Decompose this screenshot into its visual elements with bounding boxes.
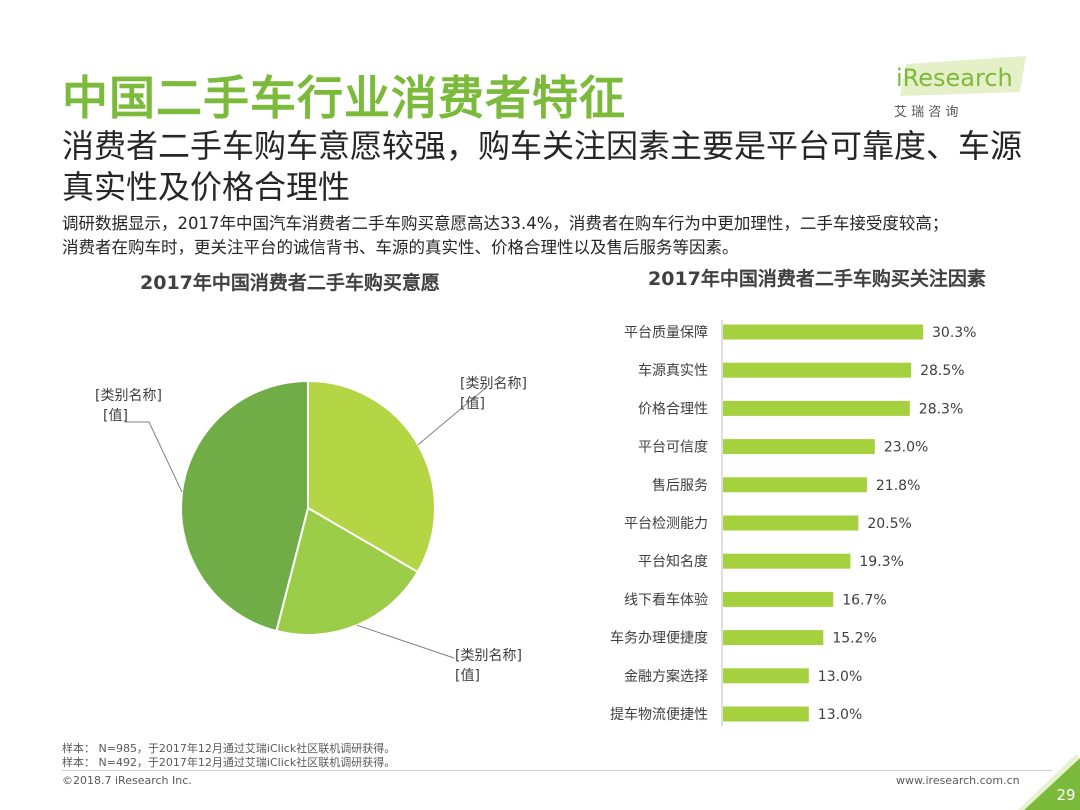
bar-10 [723,668,809,684]
pie-slice-1 [307,379,436,574]
bar-value-label-3: 28.3% [919,401,963,417]
summary-line-2: 消费者在购车时，更关注平台的诚信背书、车源的真实性、价格合理性以及售后服务等因素… [62,238,739,257]
footer-divider [62,770,1052,771]
bar-category-label-11: 提车物流便捷性 [610,706,708,723]
page-number-badge: 29 [1018,754,1080,810]
bar-8 [723,591,834,607]
bar-4 [723,439,875,455]
bar-value-label-9: 15.2% [832,631,876,647]
logo-brand: iResearch [896,64,1013,92]
copyright: ©2018.7 iResearch Inc. [62,774,192,787]
pie-label-value-3: [值] [103,408,128,424]
bar-value-label-8: 16.7% [842,592,886,608]
bar-1 [723,324,923,340]
bar-category-label-1: 平台质量保障 [624,325,708,341]
bar-7 [723,553,851,569]
pie-leader-1 [417,385,489,446]
bar-value-label-6: 20.5% [867,516,911,532]
pie-label-value-2: [值] [455,668,480,684]
iresearch-logo: iResearch 艾 瑞 咨 询 [894,56,1026,120]
bar-category-label-7: 平台知名度 [638,553,708,570]
bar-value-label-1: 30.3% [932,325,976,341]
pie-label-value-1: [值] [460,396,485,412]
bar-value-label-7: 19.3% [859,554,903,570]
bar-category-label-3: 价格合理性 [638,401,708,417]
pie-slice-2 [275,506,420,636]
pie-label-name-1: [类别名称] [460,376,527,392]
bar-category-label-5: 售后服务 [652,478,708,494]
pie-chart: [类别名称] [值] [类别名称] [值] [类别名称] [值] [95,376,527,684]
pie-leader-3 [125,421,183,493]
bar-value-label-4: 23.0% [884,440,928,456]
page-title: 中国二手车行业消费者特征 [62,71,626,125]
bar-value-label-2: 28.5% [920,363,964,379]
page-number: 29 [1056,786,1075,804]
bar-category-label-9: 车务办理便捷度 [610,630,708,647]
bar-chart-title: 2017年中国消费者二手车购买关注因素 [648,268,986,290]
bar-2 [723,362,912,378]
bar-chart: 平台质量保障 30.3% 车源真实性 28.5% 价格合理性 28.3% 平台可信度 23.0… [610,320,976,726]
subtitle: 消费者二手车购车意愿较强，购车关注因素主要是平台可靠度、车源真实性及价格合理性 [62,127,1023,206]
website: www.iresearch.com.cn [896,774,1020,787]
bar-category-label-6: 平台检测能力 [624,516,708,532]
bar-category-label-2: 车源真实性 [638,362,708,379]
summary-line-1: 调研数据显示，2017年中国汽车消费者二手车购买意愿高达33.4%，消费者在购车… [62,214,949,233]
footnote-sample-2: 样本： N=492，于2017年12月通过艾瑞iClick社区联机调研获得。 [62,756,396,769]
bar-3 [723,400,910,416]
bar-5 [723,477,867,493]
summary: 调研数据显示，2017年中国汽车消费者二手车购买意愿高达33.4%，消费者在购车… [62,212,1062,260]
footnote-sample-1: 样本： N=985，于2017年12月通过艾瑞iClick社区联机调研获得。 [62,742,396,755]
bar-11 [723,706,809,722]
bar-category-label-8: 线下看车体验 [624,591,708,608]
bar-category-label-10: 金融方案选择 [624,668,708,685]
bar-9 [723,630,824,646]
bar-value-label-10: 13.0% [818,669,862,685]
bar-category-label-4: 平台可信度 [638,440,708,456]
pie-chart-title: 2017年中国消费者二手车购买意愿 [140,272,440,294]
bar-6 [723,515,859,531]
logo-banner [900,56,1026,96]
bar-value-label-11: 13.0% [818,707,862,723]
pie-label-name-2: [类别名称] [455,648,522,664]
logo-cn: 艾 瑞 咨 询 [894,105,958,120]
pie-leader-2 [356,624,455,659]
pie-label-name-3: [类别名称] [95,388,162,404]
bar-value-label-5: 21.8% [876,478,920,494]
